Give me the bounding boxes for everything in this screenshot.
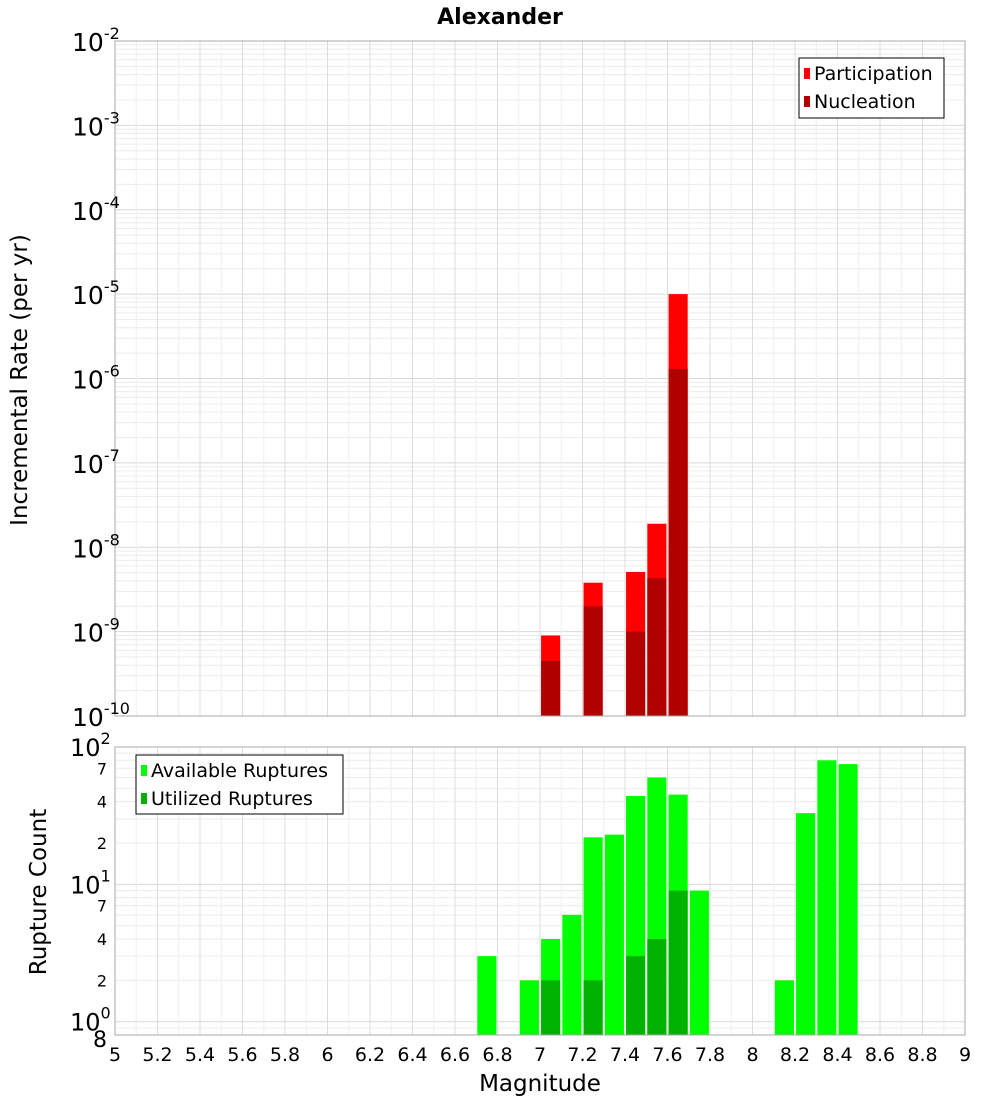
x-tick-label: 7.6 (652, 1044, 682, 1066)
y-tick-label: 8 (93, 1028, 107, 1053)
y-tick-label: 10-8 (72, 530, 120, 563)
y-tick-label: 10-10 (72, 699, 130, 732)
bottom-y-axis-label: Rupture Count (26, 809, 52, 975)
y-tick-label: 10-3 (72, 108, 120, 141)
top-y-axis-label: Incremental Rate (per yr) (7, 234, 33, 526)
x-axis-label: Magnitude (479, 1071, 601, 1097)
y-tick-label: 4 (97, 930, 107, 949)
legend-label: Participation (814, 63, 933, 85)
plot-frame (114, 746, 966, 1036)
top-legend: Participation Nucleation (798, 57, 945, 119)
x-tick-label: 5.4 (185, 1044, 215, 1066)
y-tick-label: 10-6 (72, 362, 120, 395)
x-tick-label: 6 (321, 1044, 333, 1066)
x-tick-label: 6.2 (355, 1044, 385, 1066)
y-tick-label: 101 (70, 866, 111, 899)
bar-utilized-ruptures (626, 956, 646, 1035)
y-tick-label: 10-4 (72, 193, 120, 226)
legend-box (798, 57, 945, 119)
bar-nucleation (583, 606, 603, 716)
y-tick-label: 102 (70, 729, 111, 762)
y-tick-label: 100 (70, 1004, 111, 1037)
x-tick-label: 6.4 (397, 1044, 427, 1066)
x-tick-label: 5.6 (227, 1044, 257, 1066)
bar-available-ruptures (604, 834, 624, 1035)
x-tick-label: 6.8 (482, 1044, 512, 1066)
x-tick-label: 7.2 (567, 1044, 597, 1066)
top-plot-area: 10-10 10-9 10-8 10-7 10-6 10-5 10-4 10-3 10-2 (72, 24, 966, 732)
bar-available-ruptures (562, 914, 582, 1035)
y-tick-label: 7 (97, 759, 107, 778)
legend-box (135, 754, 344, 815)
y-tick-label: 2 (97, 971, 107, 990)
legend-swatch (141, 765, 147, 776)
y-tick-label: 7 (97, 897, 107, 916)
x-tick-label: 7.4 (610, 1044, 640, 1066)
legend-swatch (141, 793, 147, 804)
bar-utilized-ruptures (541, 980, 561, 1035)
bar-utilized-ruptures (668, 890, 688, 1035)
bar-nucleation (668, 368, 688, 716)
y-tick-label: 2 (97, 834, 107, 853)
y-tick-label: 10-2 (72, 24, 120, 57)
x-tick-label: 5 (109, 1044, 121, 1066)
bar-available-ruptures (519, 980, 539, 1035)
legend-label: Available Ruptures (151, 760, 328, 782)
x-tick-label: 6.6 (440, 1044, 470, 1066)
bar-utilized-ruptures (583, 980, 603, 1035)
x-tick-label: 9 (959, 1044, 971, 1066)
bottom-legend: Available Ruptures Utilized Ruptures (135, 754, 344, 815)
legend-label: Nucleation (814, 91, 916, 113)
bar-utilized-ruptures (647, 939, 667, 1035)
bar-available-ruptures (774, 980, 794, 1035)
bar-available-ruptures (817, 760, 837, 1035)
bar-nucleation (626, 631, 646, 716)
legend-swatch (804, 68, 810, 79)
x-tick-label: 8.2 (780, 1044, 810, 1066)
y-tick-label: 10-7 (72, 446, 120, 479)
x-tick-label: 8.4 (822, 1044, 852, 1066)
plot-frame (114, 40, 966, 717)
bar-available-ruptures (838, 764, 858, 1035)
bar-available-ruptures (477, 956, 497, 1035)
bar-available-ruptures (689, 890, 709, 1035)
bar-nucleation (541, 660, 561, 716)
chart-title: Alexander (437, 5, 563, 30)
y-tick-label: 10-9 (72, 615, 120, 648)
legend-label: Utilized Ruptures (151, 788, 313, 810)
x-tick-label: 5.2 (142, 1044, 172, 1066)
x-tick-label: 8 (746, 1044, 758, 1066)
x-tick-label: 8.6 (865, 1044, 895, 1066)
legend-swatch (804, 96, 810, 107)
y-tick-label: 10-5 (72, 277, 120, 310)
x-tick-label: 5.8 (270, 1044, 300, 1066)
x-tick-label: 7.8 (695, 1044, 725, 1066)
x-tick-label: 7 (534, 1044, 546, 1066)
y-tick-label: 4 (97, 793, 107, 812)
bar-nucleation (647, 578, 667, 716)
x-tick-label: 8.8 (907, 1044, 937, 1066)
bar-available-ruptures (796, 813, 816, 1035)
